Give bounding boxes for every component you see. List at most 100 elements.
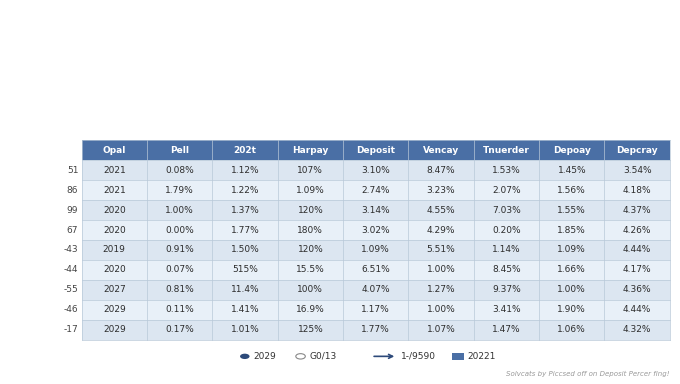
Text: 1.07%: 1.07% — [426, 325, 456, 334]
Text: 0.08%: 0.08% — [165, 166, 194, 175]
Text: 3.02%: 3.02% — [361, 225, 390, 235]
Text: 180%: 180% — [297, 225, 323, 235]
Text: 2021: 2021 — [103, 185, 126, 195]
Text: 3.14%: 3.14% — [361, 205, 390, 215]
Text: 4.44%: 4.44% — [623, 245, 651, 255]
Text: 2029: 2029 — [103, 325, 126, 334]
Text: 0.07%: 0.07% — [165, 265, 194, 275]
Text: 4.44%: 4.44% — [623, 305, 651, 314]
Text: 9.37%: 9.37% — [492, 285, 521, 295]
Text: 1.22%: 1.22% — [231, 185, 259, 195]
Text: 1.56%: 1.56% — [558, 185, 586, 195]
Text: 1.12%: 1.12% — [231, 166, 259, 175]
Text: 67: 67 — [67, 225, 78, 235]
Text: 2020: 2020 — [103, 225, 126, 235]
Text: 2021: 2021 — [103, 166, 126, 175]
Text: 2019: 2019 — [103, 245, 126, 255]
Text: 1.47%: 1.47% — [492, 325, 521, 334]
Text: 120%: 120% — [297, 205, 323, 215]
Text: 4.32%: 4.32% — [623, 325, 651, 334]
Text: 0.00%: 0.00% — [165, 225, 194, 235]
Text: 6.51%: 6.51% — [361, 265, 390, 275]
Text: Depoay: Depoay — [553, 146, 591, 155]
Text: 1.50%: 1.50% — [231, 245, 259, 255]
Text: 7.03%: 7.03% — [492, 205, 521, 215]
Text: 202t: 202t — [233, 146, 256, 155]
Text: 1.41%: 1.41% — [231, 305, 259, 314]
Text: 1.17%: 1.17% — [361, 305, 390, 314]
Text: 515%: 515% — [232, 265, 258, 275]
Text: Vencay: Vencay — [423, 146, 459, 155]
Text: 2020: 2020 — [103, 265, 126, 275]
Text: 0.81%: 0.81% — [165, 285, 194, 295]
Text: 1.14%: 1.14% — [492, 245, 521, 255]
Text: 3.10%: 3.10% — [361, 166, 390, 175]
Text: 1.37%: 1.37% — [231, 205, 259, 215]
Text: Depcray: Depcray — [616, 146, 658, 155]
Text: Deposit: Deposit — [356, 146, 395, 155]
Text: -55: -55 — [64, 285, 78, 295]
Text: 1.77%: 1.77% — [361, 325, 390, 334]
Text: 4.29%: 4.29% — [427, 225, 456, 235]
Text: 3.54%: 3.54% — [623, 166, 651, 175]
Text: 2020: 2020 — [103, 205, 126, 215]
Text: 1.53%: 1.53% — [492, 166, 521, 175]
Text: 2027: 2027 — [103, 285, 126, 295]
Text: G0/13: G0/13 — [309, 352, 337, 361]
Text: Opal: Opal — [103, 146, 126, 155]
Text: 1.09%: 1.09% — [558, 245, 586, 255]
Text: 3.23%: 3.23% — [427, 185, 456, 195]
Text: 86: 86 — [67, 185, 78, 195]
Text: Solvcats by Piccsed off on Deposit Percer fing!: Solvcats by Piccsed off on Deposit Perce… — [507, 371, 670, 377]
Text: 1.00%: 1.00% — [558, 285, 586, 295]
Text: 1.66%: 1.66% — [558, 265, 586, 275]
Text: Harpay: Harpay — [292, 146, 328, 155]
Text: 0.11%: 0.11% — [165, 305, 194, 314]
Text: -17: -17 — [64, 325, 78, 334]
Text: 1.27%: 1.27% — [427, 285, 456, 295]
Text: 2.74%: 2.74% — [362, 185, 390, 195]
Text: 1.45%: 1.45% — [558, 166, 586, 175]
Text: 1.00%: 1.00% — [426, 305, 456, 314]
Text: 51: 51 — [67, 166, 78, 175]
Text: Mecia 24T E21 2025 Incknyet Pirnasy: Mecia 24T E21 2025 Incknyet Pirnasy — [8, 12, 357, 30]
Text: 120%: 120% — [297, 245, 323, 255]
Text: 4.36%: 4.36% — [623, 285, 651, 295]
Text: -44: -44 — [64, 265, 78, 275]
Text: 1.06%: 1.06% — [558, 325, 586, 334]
Text: 1.79%: 1.79% — [165, 185, 194, 195]
Text: 2029: 2029 — [103, 305, 126, 314]
Text: 0.91%: 0.91% — [165, 245, 194, 255]
Text: 4.17%: 4.17% — [623, 265, 651, 275]
Text: 1-/9590: 1-/9590 — [401, 352, 435, 361]
Text: 1.09%: 1.09% — [361, 245, 390, 255]
Text: 0.17%: 0.17% — [165, 325, 194, 334]
Text: 99: 99 — [67, 205, 78, 215]
Text: Pell: Pell — [170, 146, 189, 155]
Text: 1.01%: 1.01% — [231, 325, 259, 334]
Text: 2029: 2029 — [254, 352, 276, 361]
Text: 4.26%: 4.26% — [623, 225, 651, 235]
Text: 4.55%: 4.55% — [427, 205, 456, 215]
Text: 0.20%: 0.20% — [492, 225, 521, 235]
Text: 1.90%: 1.90% — [558, 305, 586, 314]
Text: 107%: 107% — [297, 166, 323, 175]
Text: 16.9%: 16.9% — [296, 305, 325, 314]
Text: 8.45%: 8.45% — [492, 265, 521, 275]
Text: 3.41%: 3.41% — [492, 305, 521, 314]
Text: 1.77%: 1.77% — [231, 225, 259, 235]
Text: 1.55%: 1.55% — [558, 205, 586, 215]
Text: 2.07%: 2.07% — [492, 185, 521, 195]
Text: 4.07%: 4.07% — [361, 285, 390, 295]
Text: 5.51%: 5.51% — [426, 245, 456, 255]
Text: 1.09%: 1.09% — [296, 185, 325, 195]
Text: 1.85%: 1.85% — [558, 225, 586, 235]
Text: 4.37%: 4.37% — [623, 205, 651, 215]
Text: 8.47%: 8.47% — [427, 166, 456, 175]
Text: -46: -46 — [64, 305, 78, 314]
Text: 15.5%: 15.5% — [296, 265, 325, 275]
Text: 100%: 100% — [297, 285, 323, 295]
Text: Tnuerder: Tnuerder — [483, 146, 530, 155]
Text: 4.18%: 4.18% — [623, 185, 651, 195]
Text: 11.4%: 11.4% — [231, 285, 259, 295]
